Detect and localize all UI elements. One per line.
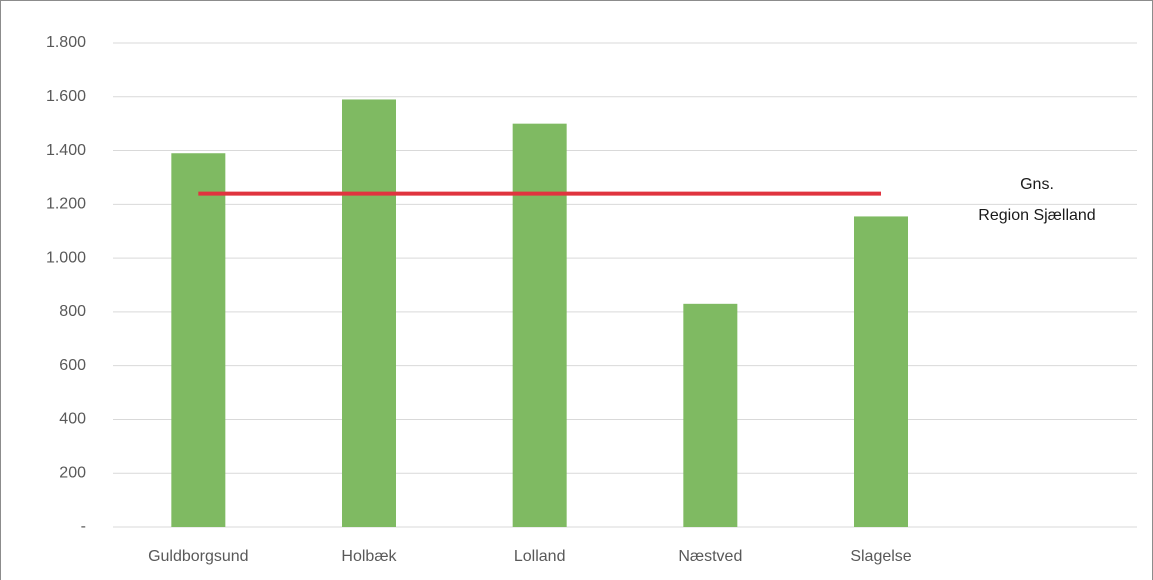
bar <box>683 303 738 527</box>
annotation: Gns. <box>1020 176 1054 193</box>
y-tick-label: 1.400 <box>46 142 86 159</box>
y-tick-label: 600 <box>59 357 86 374</box>
y-tick-label: 1.200 <box>46 196 86 213</box>
annotation: Region Sjælland <box>978 207 1095 224</box>
y-tick-label: 400 <box>59 411 86 428</box>
bar <box>342 99 396 527</box>
y-tick-label: 1.000 <box>46 249 86 266</box>
bar <box>854 216 908 527</box>
y-tick-label: 1.600 <box>46 88 86 105</box>
bar <box>171 153 226 527</box>
x-tick-label: Lolland <box>514 548 566 565</box>
x-tick-label: Næstved <box>678 548 742 565</box>
y-tick-label: - <box>81 518 86 535</box>
y-tick-label: 800 <box>59 303 86 320</box>
x-tick-label: Slagelse <box>850 548 911 565</box>
x-tick-label: Guldborgsund <box>148 548 249 565</box>
bar <box>512 123 567 528</box>
y-tick-label: 1.800 <box>46 34 86 51</box>
y-tick-label: 200 <box>59 464 86 481</box>
x-tick-label: Holbæk <box>341 548 397 565</box>
